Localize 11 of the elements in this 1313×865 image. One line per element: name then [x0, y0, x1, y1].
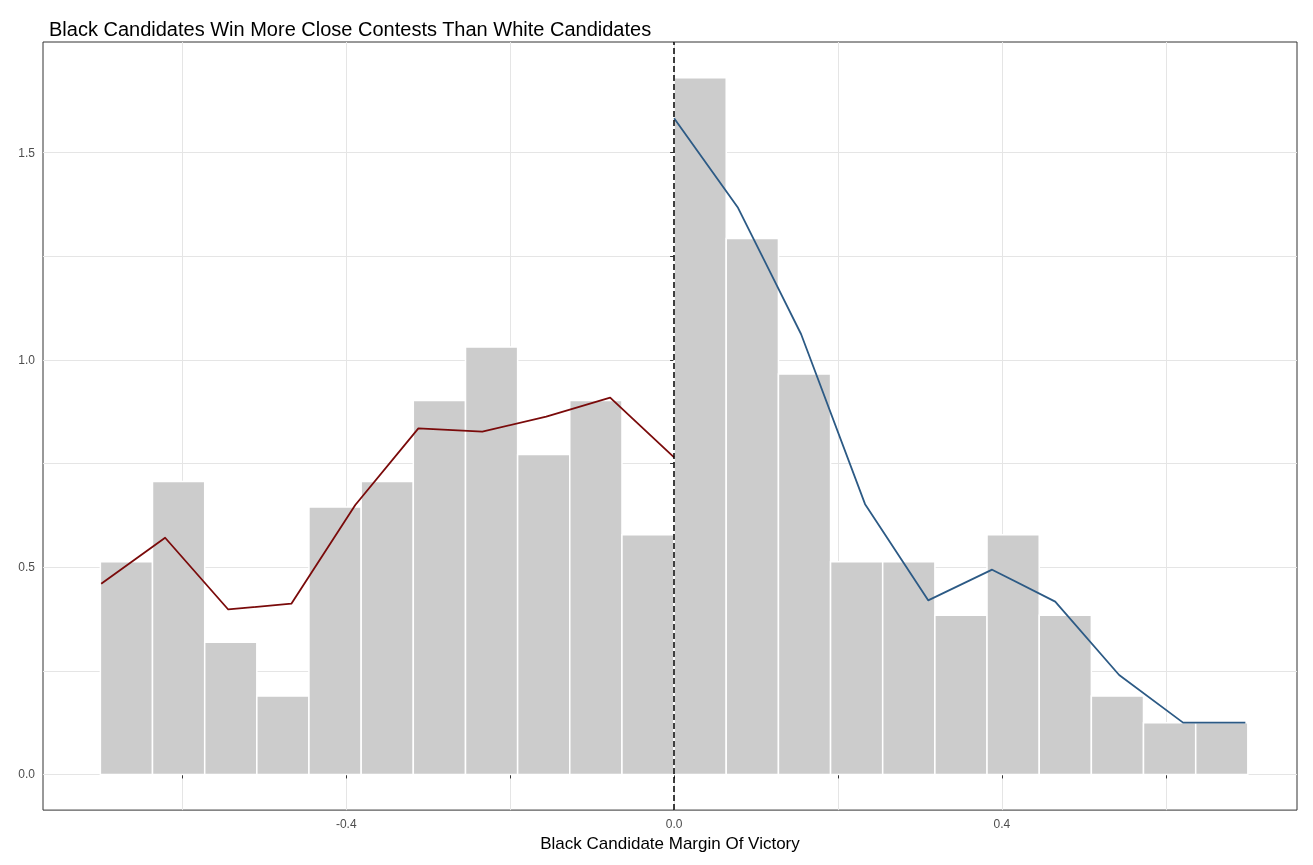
line-series: [673, 117, 1247, 724]
y-tick-label: 1.0: [18, 352, 36, 367]
line-series: [100, 396, 675, 611]
y-tick-label: 0.0: [18, 767, 36, 782]
x-axis-title: Black Candidate Margin Of Victory: [540, 834, 801, 853]
y-tick-label: 0.5: [18, 560, 36, 575]
y-tick-label: 1.5: [18, 145, 36, 160]
chart-title: Black Candidates Win More Close Contests Than White Candidates: [49, 18, 652, 40]
x-tick-label: -0.4: [335, 817, 357, 832]
x-tick-label: 0.4: [993, 817, 1011, 832]
x-tick-label: 0.0: [665, 817, 683, 832]
